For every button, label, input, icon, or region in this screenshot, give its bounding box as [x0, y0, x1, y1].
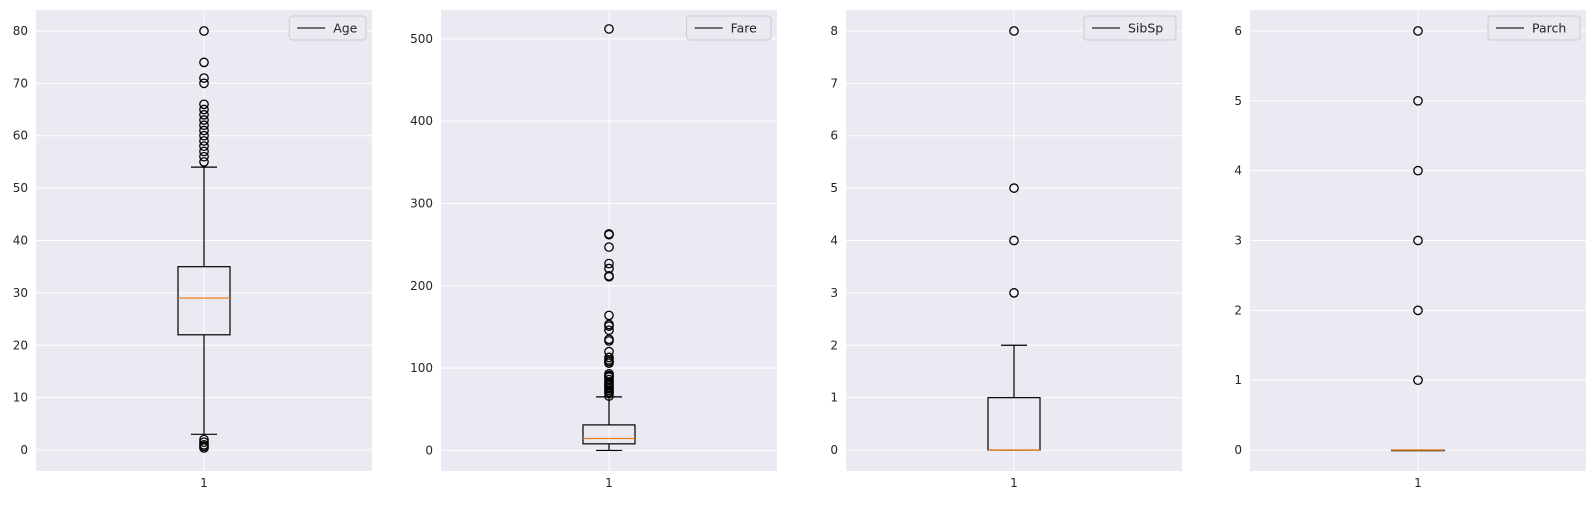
legend-frame — [288, 15, 367, 41]
outlier-point — [199, 120, 209, 131]
legend-frame — [686, 15, 772, 41]
y-tick-label: 1 — [830, 391, 838, 405]
outlier-point — [604, 334, 614, 345]
legend-label: Age — [333, 21, 357, 36]
y-tick-label: 20 — [13, 338, 28, 352]
y-tick-label: 500 — [410, 32, 433, 46]
y-tick-label: 200 — [410, 279, 433, 293]
x-tick-label: 1 — [605, 476, 613, 490]
legend: Parch — [1487, 15, 1581, 41]
outlier-point — [604, 242, 614, 252]
legend-label: Fare — [731, 21, 758, 36]
iqr-box — [582, 424, 636, 445]
outlier-point — [199, 115, 209, 125]
y-tick-label: 1 — [1234, 373, 1242, 387]
y-tick-label: 60 — [13, 129, 28, 143]
y-tick-label: 0 — [20, 443, 28, 457]
outlier-point — [604, 374, 614, 385]
outlier-point — [1413, 375, 1423, 386]
legend-frame — [1083, 15, 1177, 41]
legend: Age — [288, 15, 367, 41]
x-tick-label: 1 — [200, 476, 208, 490]
y-tick-label: 6 — [830, 129, 838, 143]
y-tick-label: 5 — [830, 181, 838, 195]
outlier-point — [604, 258, 614, 269]
outlier-point — [199, 141, 209, 152]
boxplot-panel-1: 0 10 20 30 40 50 60 70 80 1 Age — [13, 10, 372, 490]
outlier-point — [604, 319, 614, 330]
outlier-point — [199, 104, 209, 115]
outlier-point — [1413, 165, 1423, 176]
y-tick-label: 5 — [1234, 94, 1242, 108]
y-tick-label: 7 — [830, 76, 838, 90]
boxplot-panel-4: 0 1 2 3 4 5 6 1 Parch — [1234, 10, 1586, 490]
outlier-point — [199, 151, 209, 162]
y-tick-label: 0 — [1234, 443, 1242, 457]
y-tick-label: 100 — [410, 361, 433, 375]
y-tick-label: 70 — [13, 76, 28, 90]
outlier-point — [1413, 305, 1423, 316]
x-tick-label: 1 — [1010, 476, 1018, 490]
outlier-point — [1009, 288, 1019, 298]
y-tick-label: 40 — [13, 234, 28, 248]
y-tick-label: 4 — [1234, 164, 1242, 178]
x-tick-label: 1 — [1414, 476, 1422, 490]
outlier-point — [1413, 95, 1423, 106]
outlier-point — [604, 391, 614, 401]
y-tick-label: 300 — [410, 196, 433, 210]
outlier-point — [604, 352, 614, 363]
y-tick-label: 2 — [830, 338, 838, 352]
outlier-point — [604, 369, 614, 379]
outlier-point — [199, 99, 209, 110]
outlier-point — [604, 325, 614, 336]
outlier-point — [199, 26, 209, 36]
outlier-point — [604, 229, 614, 239]
y-tick-label: 8 — [830, 24, 838, 38]
outlier-point — [199, 78, 209, 89]
legend: SibSp — [1083, 15, 1177, 41]
y-tick-label: 4 — [830, 234, 838, 248]
outlier-point — [199, 109, 209, 120]
boxplot-panel-2: 0 100 200 300 400 500 1 Fare — [410, 10, 777, 490]
outlier-point — [199, 73, 209, 83]
outlier-point — [199, 125, 209, 136]
outlier-point — [604, 24, 614, 34]
outlier-point — [199, 434, 209, 445]
boxplot-panel-3: 0 1 2 3 4 5 6 7 8 1 SibSp — [830, 10, 1182, 490]
y-tick-label: 6 — [1234, 24, 1242, 38]
legend-frame — [1487, 15, 1581, 41]
y-tick-label: 30 — [13, 286, 28, 300]
outlier-point — [604, 346, 614, 357]
y-tick-label: 50 — [13, 181, 28, 195]
outlier-point — [1009, 235, 1019, 246]
outlier-point — [1009, 183, 1019, 193]
y-tick-label: 400 — [410, 114, 433, 128]
outlier-point — [604, 271, 614, 281]
legend-label: Parch — [1532, 21, 1566, 36]
y-tick-label: 0 — [830, 443, 838, 457]
y-tick-label: 0 — [425, 443, 433, 457]
y-tick-label: 80 — [13, 24, 28, 38]
outlier-point — [199, 146, 209, 157]
y-tick-label: 10 — [13, 391, 28, 405]
y-tick-label: 3 — [1234, 234, 1242, 248]
iqr-box — [177, 266, 231, 336]
outlier-point — [1413, 235, 1423, 246]
outlier-point — [1413, 26, 1423, 36]
legend-label: SibSp — [1128, 21, 1163, 36]
outlier-point — [1009, 26, 1019, 36]
legend: Fare — [686, 15, 772, 41]
outlier-point — [199, 57, 209, 68]
y-tick-label: 2 — [1234, 303, 1242, 317]
outlier-point — [199, 130, 209, 141]
outlier-point — [604, 310, 614, 321]
outlier-point — [199, 439, 209, 450]
outlier-point — [199, 437, 209, 448]
outlier-point — [199, 136, 209, 146]
y-tick-label: 3 — [830, 286, 838, 300]
outlier-point — [199, 157, 209, 167]
outlier-point — [604, 263, 614, 274]
